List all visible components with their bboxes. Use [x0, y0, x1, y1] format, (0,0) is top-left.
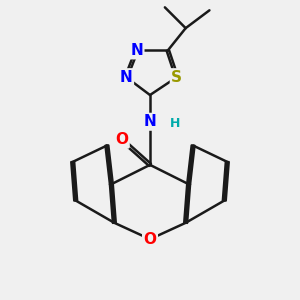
Text: O: O [115, 132, 128, 147]
Text: O: O [143, 232, 157, 247]
Text: N: N [130, 43, 143, 58]
Text: S: S [171, 70, 182, 85]
Text: H: H [170, 117, 181, 130]
Text: N: N [120, 70, 133, 85]
Text: N: N [144, 114, 156, 129]
